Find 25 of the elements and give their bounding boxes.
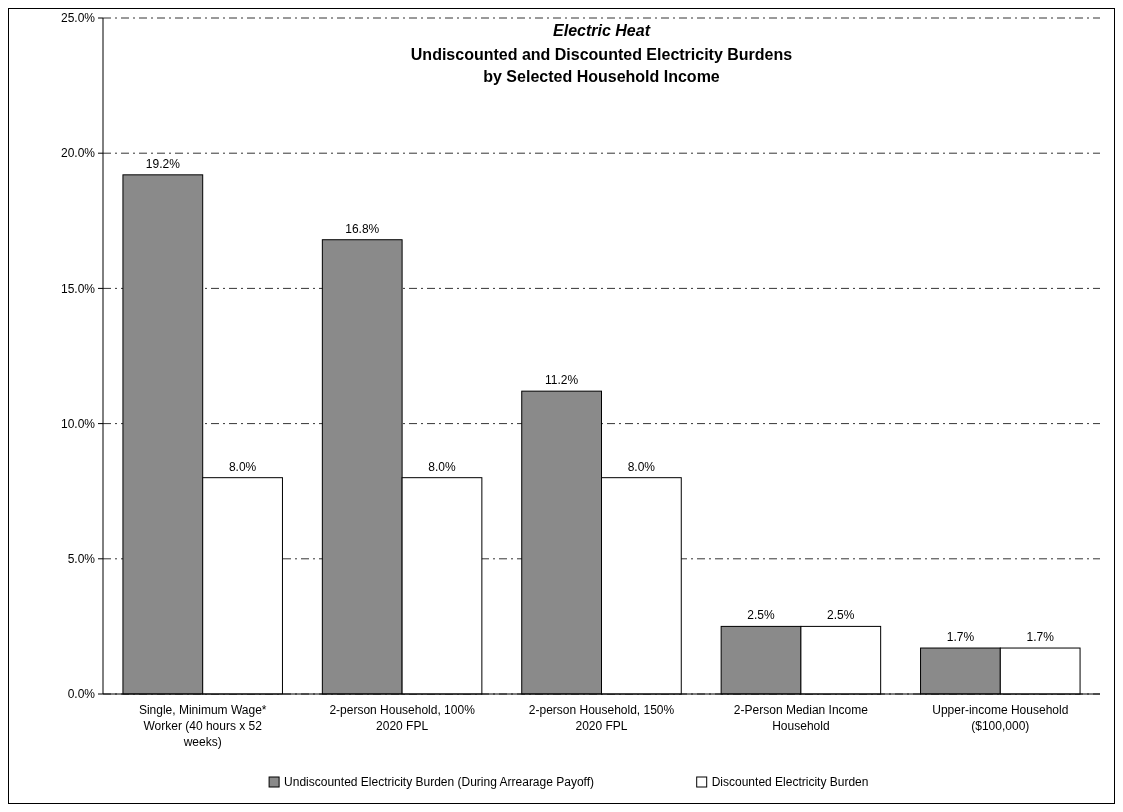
x-tick-label: Upper-income Household ($100,000) bbox=[932, 703, 1069, 733]
legend-label: Undiscounted Electricity Burden (During Arrearage Payoff) bbox=[284, 775, 595, 790]
data-label: 1.7% bbox=[946, 630, 975, 645]
data-label: 8.0% bbox=[428, 459, 456, 474]
data-label: 8.0% bbox=[627, 459, 656, 474]
data-label: 11.2% bbox=[545, 373, 579, 388]
data-label: 2.5% bbox=[747, 608, 776, 623]
y-tick-label: 25.0% bbox=[60, 11, 96, 26]
y-tick-label: 20.0% bbox=[60, 146, 96, 161]
y-tick-label: 0.0% bbox=[67, 687, 96, 702]
data-label: 19.2% bbox=[145, 156, 181, 171]
data-label: 16.8% bbox=[345, 221, 380, 236]
y-tick-label: 15.0% bbox=[60, 281, 96, 296]
y-tick-label: 10.0% bbox=[60, 416, 96, 431]
text: Undiscounted and Discounted Electricity Burdens by Selected Household Income bbox=[410, 46, 793, 85]
data-label: 8.0% bbox=[228, 459, 257, 474]
chart-title: Electric Heat bbox=[553, 22, 651, 39]
data-label: 2.5% bbox=[827, 608, 855, 623]
x-tick-label: 2-person Household, 100% 2020 FPL bbox=[329, 703, 476, 733]
data-label: 1.7% bbox=[1026, 630, 1055, 645]
legend-label: Discounted Electricity Burden bbox=[711, 775, 869, 790]
x-tick-label: Single, Minimum Wage* Worker (40 hours x 52 weeks) bbox=[138, 703, 267, 749]
x-tick-label: 2-Person Median Income Household bbox=[733, 703, 869, 733]
y-tick-label: 5.0% bbox=[67, 552, 96, 566]
x-tick-label: 2-person Household, 150% 2020 FPL bbox=[528, 703, 675, 733]
